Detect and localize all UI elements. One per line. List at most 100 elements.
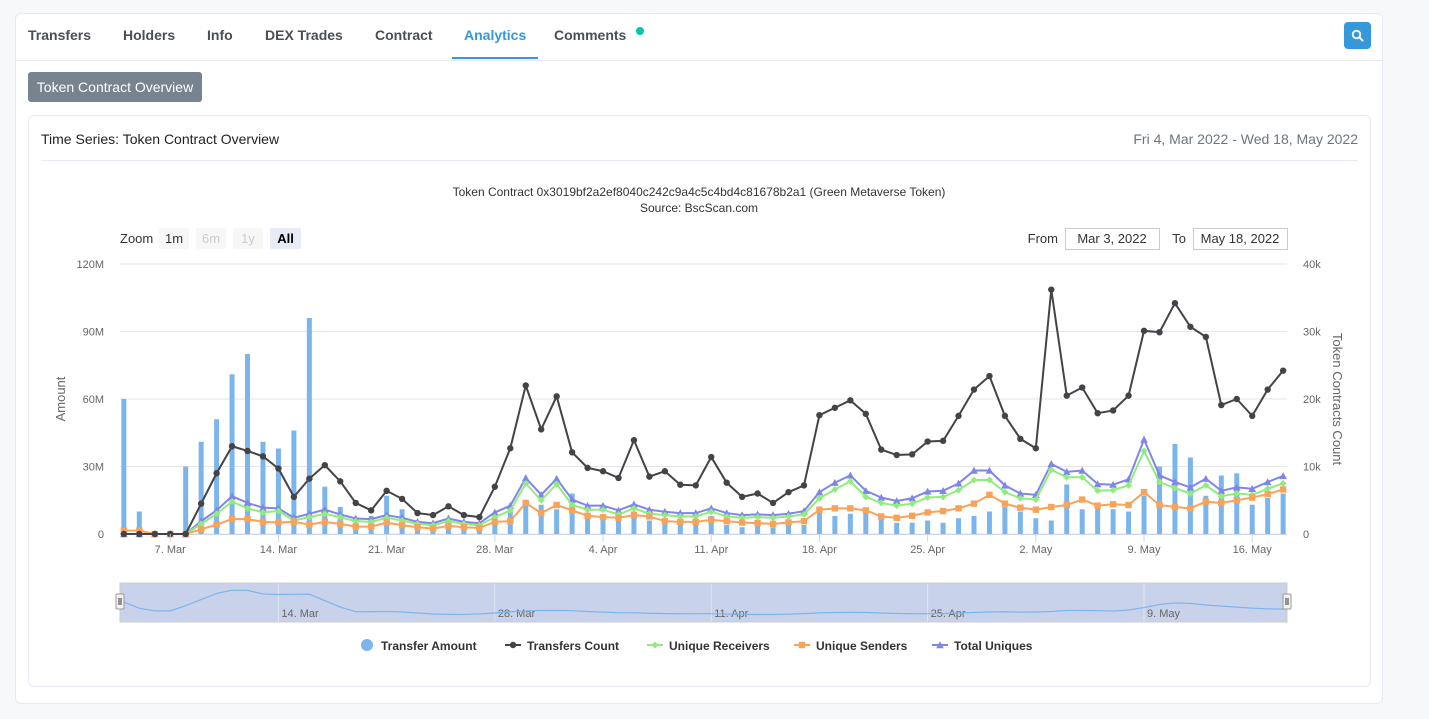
unique-receivers-point [707, 508, 715, 516]
tab-transfers[interactable]: Transfers [28, 27, 92, 43]
zoom-6m-button[interactable]: 6m [196, 228, 226, 249]
transfer-amount-bar [585, 513, 591, 534]
legend-item[interactable]: Transfers Count [505, 639, 619, 653]
unique-senders-point [429, 525, 437, 532]
transfers-count-point [306, 475, 313, 482]
total-uniques-point [599, 501, 607, 509]
from-date-input[interactable]: Mar 3, 2022 [1065, 228, 1160, 250]
transfer-amount-bar [1064, 484, 1070, 534]
unique-receivers-line [123, 448, 1284, 535]
search-button[interactable] [1344, 22, 1371, 49]
to-date-input[interactable]: May 18, 2022 [1193, 228, 1288, 250]
transfer-amount-bar [770, 527, 776, 534]
panel-date-range: Fri 4, Mar 2022 - Wed 18, May 2022 [1133, 131, 1358, 147]
unique-senders-point [630, 511, 638, 519]
legend-item[interactable]: Unique Receivers [647, 639, 770, 653]
total-uniques-point [630, 500, 638, 508]
unique-senders-point [939, 507, 947, 515]
transfers-count-point [1218, 401, 1225, 409]
unique-receivers-point [985, 476, 993, 484]
navigator-right-handle[interactable] [1282, 593, 1292, 610]
unique-receivers-point [259, 508, 267, 516]
tab-contract[interactable]: Contract [375, 27, 433, 43]
transfers-count-point [970, 386, 978, 393]
unique-senders-point [337, 520, 344, 528]
tab-holders[interactable]: Holders [123, 27, 176, 43]
transfer-amount-bar [523, 502, 529, 534]
unique-receivers-point [1140, 447, 1148, 455]
legend-symbol [936, 641, 944, 649]
tab-info[interactable]: Info [207, 27, 233, 43]
tab-analytics[interactable]: Analytics [464, 27, 527, 43]
zoom-all-button[interactable]: All [270, 228, 301, 249]
legend-label: Unique Senders [816, 639, 908, 653]
transfer-amount-bar [909, 522, 915, 534]
unique-senders-point [1233, 497, 1240, 504]
transfers-count-point [337, 478, 344, 485]
legend-item[interactable]: Transfer Amount [361, 639, 477, 653]
unique-receivers-point [1233, 490, 1241, 497]
y-right-tick-label: 40k [1303, 259, 1321, 271]
to-date-value: May 18, 2022 [1201, 231, 1280, 246]
unique-receivers-point [1186, 490, 1194, 497]
transfers-count-point [1063, 392, 1070, 399]
unique-senders-point [1187, 505, 1194, 512]
unique-receivers-point [537, 496, 545, 504]
total-uniques-point [707, 504, 716, 512]
unique-receivers-point [924, 494, 932, 502]
total-uniques-point [985, 466, 994, 474]
transfers-count-point [1279, 367, 1287, 374]
navigator-left-handle[interactable] [115, 593, 125, 610]
unique-senders-point [306, 521, 313, 528]
unique-receivers-point [1001, 488, 1009, 496]
transfer-amount-bar [878, 518, 884, 534]
navigator[interactable]: 14. Mar 28. Mar 11. Apr 25. Apr 9. May [115, 582, 1292, 623]
token-contract-overview-button[interactable]: Token Contract Overview [28, 72, 202, 102]
x-tick-label: 9. May [1128, 544, 1162, 556]
transfers-count-point [723, 479, 730, 486]
unique-senders-point [1156, 501, 1163, 509]
unique-senders-point [1279, 486, 1287, 493]
unique-senders-line [123, 488, 1284, 535]
unique-senders-point [460, 524, 468, 531]
unique-senders-point [522, 499, 529, 507]
unique-receivers-point [305, 513, 313, 521]
legend-item[interactable]: Unique Senders [794, 639, 908, 653]
transfer-amount-bar [662, 522, 668, 534]
total-uniques-point [243, 499, 252, 507]
unique-receivers-point [815, 494, 823, 502]
transfer-amount-bar [631, 511, 637, 534]
unique-senders-point [120, 527, 128, 534]
transfers-count-point [692, 482, 699, 489]
transfers-count-point [986, 372, 993, 380]
total-uniques-point [892, 497, 901, 505]
transfers-count-point [182, 530, 189, 538]
zoom-1y-button[interactable]: 1y [233, 228, 263, 249]
transfers-count-point [460, 511, 468, 519]
unique-senders-point [568, 507, 576, 514]
x-tick-label: 11. Apr [694, 544, 728, 556]
total-uniques-point [552, 474, 561, 482]
navigator-tick-label: 14. Mar [281, 608, 319, 620]
unique-senders-point [553, 501, 560, 509]
transfer-amount-bar [986, 511, 992, 534]
unique-receivers-point [1202, 481, 1210, 489]
tab-comments[interactable]: Comments [554, 27, 627, 43]
unique-receivers-point [1047, 466, 1055, 474]
total-uniques-point [537, 491, 546, 499]
unique-receivers-point [754, 513, 762, 521]
unique-senders-point [1078, 496, 1086, 503]
transfer-amount-bar [956, 518, 962, 534]
y-right-tick-label: 0 [1303, 529, 1309, 541]
tab-dex-trades[interactable]: DEX Trades [265, 27, 343, 43]
zoom-1m-button[interactable]: 1m [159, 228, 189, 249]
series-lines [120, 286, 1287, 538]
transfers-count-point [1001, 412, 1009, 420]
unique-senders-point [1202, 498, 1210, 505]
y-left-tick-label: 120M [76, 259, 104, 271]
unique-senders-point [955, 505, 962, 512]
handle-body [1282, 593, 1292, 610]
total-uniques-point [939, 487, 947, 494]
unique-senders-point [507, 517, 514, 525]
legend-item[interactable]: Total Uniques [932, 639, 1033, 653]
